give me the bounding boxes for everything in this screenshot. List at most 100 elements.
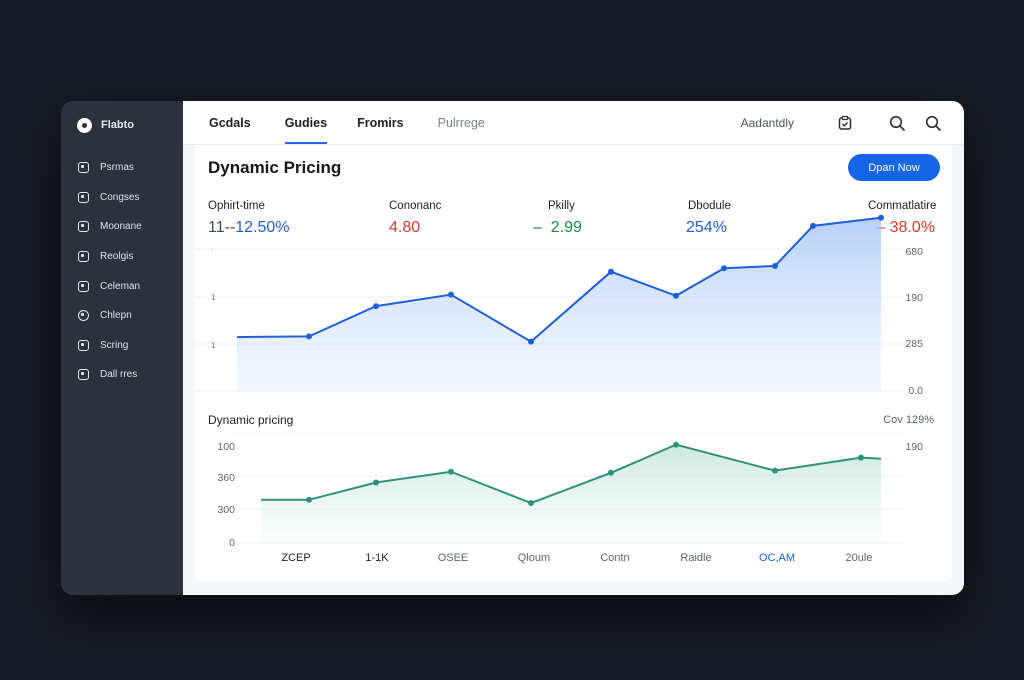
metric-value: 2.99 xyxy=(550,219,582,236)
sidebar-item-celeman[interactable]: Celeman xyxy=(61,271,183,301)
y-tick-label: · xyxy=(211,245,214,254)
sidebar-item-label: Moonane xyxy=(100,221,142,233)
topbar-link[interactable]: Aadantdly xyxy=(740,116,794,130)
y-tick-label: 1 xyxy=(211,293,216,302)
logo-icon xyxy=(77,117,92,133)
pricing-charts: 680 190 285 0.0 · 1 1 100 360 300 0 190 ZCEP 1-1K OSEE… xyxy=(195,214,923,564)
x-tick-label: 1-1K xyxy=(365,552,389,564)
metric-card: Cononanc 4.80 xyxy=(389,200,441,237)
x-tick-label: OSEE xyxy=(438,552,469,564)
square-dot-icon xyxy=(78,221,89,233)
data-point xyxy=(306,496,312,503)
data-point xyxy=(528,500,534,507)
data-point xyxy=(528,338,534,345)
sidebar: Flabto Psrmas Congses Moonane Reolgis Ce… xyxy=(61,101,183,595)
y-tick-label: 190 xyxy=(905,441,923,453)
x-tick-label: OC,AM xyxy=(759,552,795,564)
data-point xyxy=(608,469,614,476)
x-tick-label: Qloum xyxy=(518,552,550,564)
brand[interactable]: Flabto xyxy=(61,115,183,135)
main-area: Gcdals Gudies Fromirs Pulrrege Aadantdly… xyxy=(183,101,964,595)
metric-label: Pkilly xyxy=(548,200,575,212)
data-point xyxy=(810,222,816,229)
y-tick-label: 100 xyxy=(217,441,235,453)
sidebar-item-dall-rres[interactable]: Dall rres xyxy=(61,360,183,390)
sidebar-item-label: Celeman xyxy=(100,280,141,292)
y-tick-label: 680 xyxy=(905,246,923,258)
square-dot-icon xyxy=(78,369,89,381)
sidebar-item-scring[interactable]: Scring xyxy=(61,331,183,361)
data-point xyxy=(673,292,679,299)
data-point xyxy=(721,265,727,272)
sidebar-item-label: Dall rres xyxy=(100,369,138,381)
data-point xyxy=(306,333,312,340)
data-point xyxy=(448,468,454,475)
metric-prefix: 11-- xyxy=(208,219,236,236)
app-window: Flabto Psrmas Congses Moonane Reolgis Ce… xyxy=(61,101,964,595)
x-tick-label: Raidle xyxy=(680,552,711,564)
metric-label: Ophirt-time xyxy=(208,200,265,212)
metric-value: 38.0% xyxy=(889,219,935,236)
metric-value: 4.80 xyxy=(389,219,421,236)
metric-prefix: – xyxy=(533,219,542,236)
data-point xyxy=(373,303,379,310)
chart-section-stat: Cov 129% xyxy=(883,414,934,426)
tab-gcdals[interactable]: Gcdals xyxy=(209,115,251,130)
sidebar-item-label: Psrmas xyxy=(100,162,134,174)
metric-label: Dbodule xyxy=(688,200,731,212)
sidebar-item-chlepn[interactable]: Chlepn xyxy=(61,301,183,331)
sidebar-item-congses[interactable]: Congses xyxy=(61,183,183,213)
data-point xyxy=(772,262,778,269)
series-line xyxy=(261,443,882,505)
y-tick-label: 300 xyxy=(217,504,235,516)
y-tick-label: 190 xyxy=(905,292,923,304)
search-icon[interactable] xyxy=(920,110,946,136)
metric-label: Cononanc xyxy=(389,200,442,212)
metric-card: Dbodule 254% xyxy=(686,200,731,237)
sidebar-item-reolgis[interactable]: Reolgis xyxy=(61,242,183,272)
circle-icon xyxy=(78,310,89,322)
square-dot-icon xyxy=(78,191,89,203)
search-icon[interactable] xyxy=(884,110,910,136)
data-point xyxy=(858,454,864,461)
square-dot-icon xyxy=(78,251,89,263)
data-point xyxy=(373,479,379,486)
content-panel: Dynamic Pricing Dpan Now Ophirt-time 11-… xyxy=(195,145,952,581)
square-dot-icon xyxy=(78,162,89,174)
data-point xyxy=(878,214,884,221)
y-tick-label: 360 xyxy=(217,472,235,484)
topbar-actions: Aadantdly xyxy=(741,101,946,145)
tab-fromirs[interactable]: Fromirs xyxy=(357,115,404,130)
tab-gudies[interactable]: Gudies xyxy=(284,101,328,145)
clipboard-icon[interactable] xyxy=(832,110,858,136)
sidebar-item-psrmas[interactable]: Psrmas xyxy=(61,153,183,183)
data-point xyxy=(772,467,778,474)
sidebar-item-moonane[interactable]: Moonane xyxy=(61,212,183,242)
y-tick-label: 285 xyxy=(905,338,923,350)
topbar: Gcdals Gudies Fromirs Pulrrege Aadantdly xyxy=(183,101,964,145)
data-point xyxy=(673,441,679,448)
sidebar-item-label: Reolgis xyxy=(100,251,134,263)
app-name: Flabto xyxy=(101,119,134,131)
chart-section-title: Dynamic pricing xyxy=(208,413,294,427)
y-tick-label: 0.0 xyxy=(908,385,923,397)
sidebar-item-label: Chlepn xyxy=(100,310,132,322)
data-point xyxy=(448,291,454,298)
x-tick-label: 20ule xyxy=(846,552,873,564)
metric-label: Commatlatire xyxy=(868,200,937,212)
page-title: Dynamic Pricing xyxy=(208,158,342,177)
sidebar-item-label: Congses xyxy=(100,191,140,203)
x-tick-label: Contn xyxy=(600,552,629,564)
series-area xyxy=(237,217,881,391)
sidebar-item-label: Scring xyxy=(100,339,129,351)
metric-card: Pkilly – 2.99 xyxy=(533,200,582,237)
metric-card: Ophirt-time 11--12.50% xyxy=(208,200,290,237)
square-dot-icon xyxy=(78,280,89,292)
y-tick-label: 0 xyxy=(229,537,235,549)
open-now-button[interactable]: Dpan Now xyxy=(848,154,940,181)
y-tick-label: 1 xyxy=(211,341,216,350)
tab-pulrrege[interactable]: Pulrrege xyxy=(437,115,485,130)
square-dot-icon xyxy=(78,339,89,351)
metric-value: 254% xyxy=(686,219,727,236)
metric-value: 12.50% xyxy=(235,219,290,236)
